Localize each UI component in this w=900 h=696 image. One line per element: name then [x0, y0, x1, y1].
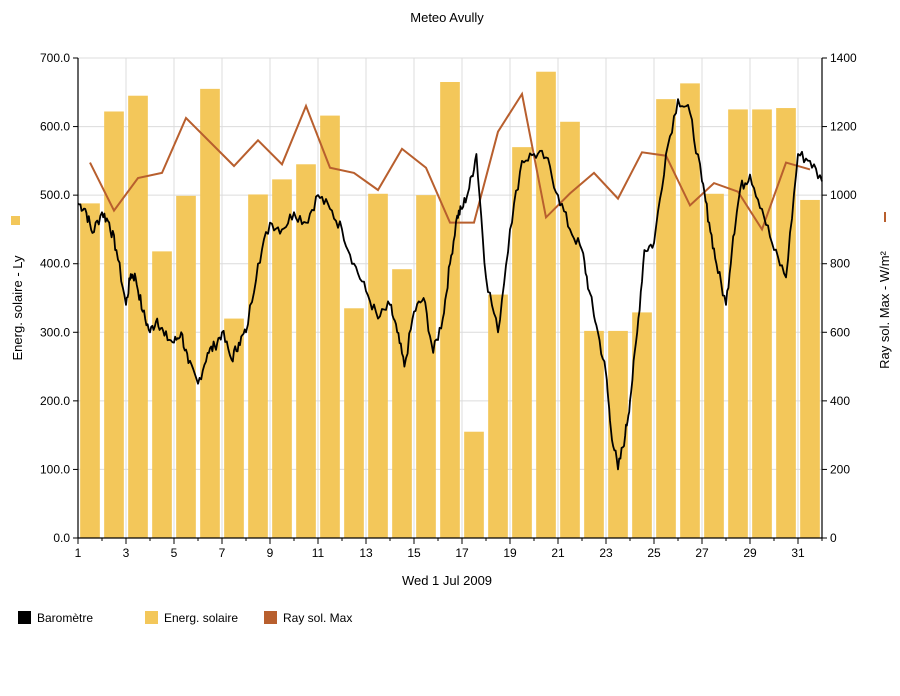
x-tick-label: 25 — [647, 546, 661, 560]
bar-energ-solaire — [80, 203, 100, 538]
x-tick-label: 29 — [743, 546, 757, 560]
left-axis-legend-marker — [11, 216, 20, 225]
x-tick-label: 3 — [123, 546, 130, 560]
bar-energ-solaire — [152, 251, 172, 538]
bar-energ-solaire — [728, 109, 748, 538]
chart-title: Meteo Avully — [410, 10, 484, 25]
y-tick-label-left: 0.0 — [53, 531, 70, 545]
y-tick-label-right: 400 — [830, 394, 850, 408]
bar-energ-solaire — [680, 83, 700, 538]
bar-energ-solaire — [200, 88, 220, 538]
x-tick-label: 23 — [599, 546, 613, 560]
line-barometre — [77, 98, 823, 471]
legend-label-ray-sol-max: Ray sol. Max — [283, 611, 353, 625]
bar-energ-solaire — [440, 82, 460, 538]
bar-energ-solaire — [536, 71, 556, 538]
x-tick-label: 11 — [312, 546, 325, 560]
legend-item-barometre: Baromètre — [18, 611, 93, 625]
bar-energ-solaire — [464, 431, 484, 538]
x-tick-label: 1 — [75, 546, 82, 560]
x-tick-label: 15 — [407, 546, 421, 560]
legend-label-energ-solaire: Energ. solaire — [164, 611, 239, 625]
bar-energ-solaire — [632, 312, 652, 538]
y-axis-label-left: Energ. solaire - Ly — [10, 255, 25, 361]
y-tick-label-right: 0 — [830, 531, 837, 545]
bar-energ-solaire — [800, 199, 820, 538]
legend-item-energ-solaire: Energ. solaire — [145, 611, 238, 625]
bar-energ-solaire — [488, 294, 508, 538]
legend-swatch-ray-sol-max — [264, 611, 277, 624]
bar-energ-solaire — [512, 147, 532, 538]
bar-energ-solaire — [176, 195, 196, 539]
x-tick-label: 7 — [219, 546, 226, 560]
axes: 0.0 100.0 200.0 300.0 400.0 500.0 600.0 700.0 0 2… — [40, 51, 857, 560]
bar-energ-solaire — [584, 330, 604, 538]
x-tick-label: 21 — [551, 546, 565, 560]
line-ray-sol-max — [89, 91, 811, 232]
x-tick-label: 27 — [695, 546, 709, 560]
y-tick-label-left: 100.0 — [40, 462, 70, 476]
legend-item-ray-sol-max: Ray sol. Max — [264, 611, 352, 625]
bar-energ-solaire — [416, 195, 436, 538]
y-tick-label-left: 600.0 — [40, 120, 70, 134]
legend-label-barometre: Baromètre — [37, 611, 94, 625]
x-tick-label: 31 — [791, 546, 805, 560]
x-tick-label: 19 — [503, 546, 517, 560]
bar-energ-solaire — [704, 193, 724, 538]
y-tick-label-right: 1000 — [830, 188, 857, 202]
y-tick-label-right: 600 — [830, 325, 850, 339]
bar-energ-solaire — [128, 95, 148, 538]
bar-energ-solaire — [320, 115, 340, 538]
bar-energ-solaire — [368, 193, 388, 538]
x-tick-label: 13 — [359, 546, 373, 560]
bar-energ-solaire — [656, 99, 676, 539]
y-tick-label-right: 1400 — [830, 51, 857, 65]
bar-energ-solaire — [608, 330, 628, 538]
x-axis-label: Wed 1 Jul 2009 — [402, 573, 492, 588]
x-tick-label: 5 — [171, 546, 178, 560]
y-tick-label-right: 200 — [830, 462, 850, 476]
y-tick-label-left: 700.0 — [40, 51, 70, 65]
y-tick-label-left: 300.0 — [40, 325, 70, 339]
y-tick-label-right: 1200 — [830, 120, 857, 134]
x-tick-label: 17 — [455, 546, 469, 560]
y-tick-label-left: 500.0 — [40, 188, 70, 202]
y-tick-label-left: 400.0 — [40, 257, 70, 271]
lines — [77, 91, 823, 471]
legend-swatch-barometre — [18, 611, 31, 624]
bar-energ-solaire — [752, 109, 772, 538]
y-tick-label-left: 200.0 — [40, 394, 70, 408]
bar-energ-solaire — [344, 308, 364, 538]
bar-energ-solaire — [104, 111, 124, 538]
y-tick-label-right: 800 — [830, 257, 850, 271]
bar-energ-solaire — [776, 108, 796, 539]
bar-energ-solaire — [296, 164, 316, 539]
bar-energ-solaire — [392, 269, 412, 538]
bar-energ-solaire — [224, 318, 244, 538]
bar-energ-solaire — [272, 179, 292, 538]
bar-energ-solaire — [560, 121, 580, 539]
bar-energ-solaire — [248, 194, 268, 538]
y-axis-label-right: Ray sol. Max - W/m² — [877, 250, 892, 368]
legend-swatch-energ-solaire — [145, 611, 158, 624]
x-tick-label: 9 — [267, 546, 274, 560]
